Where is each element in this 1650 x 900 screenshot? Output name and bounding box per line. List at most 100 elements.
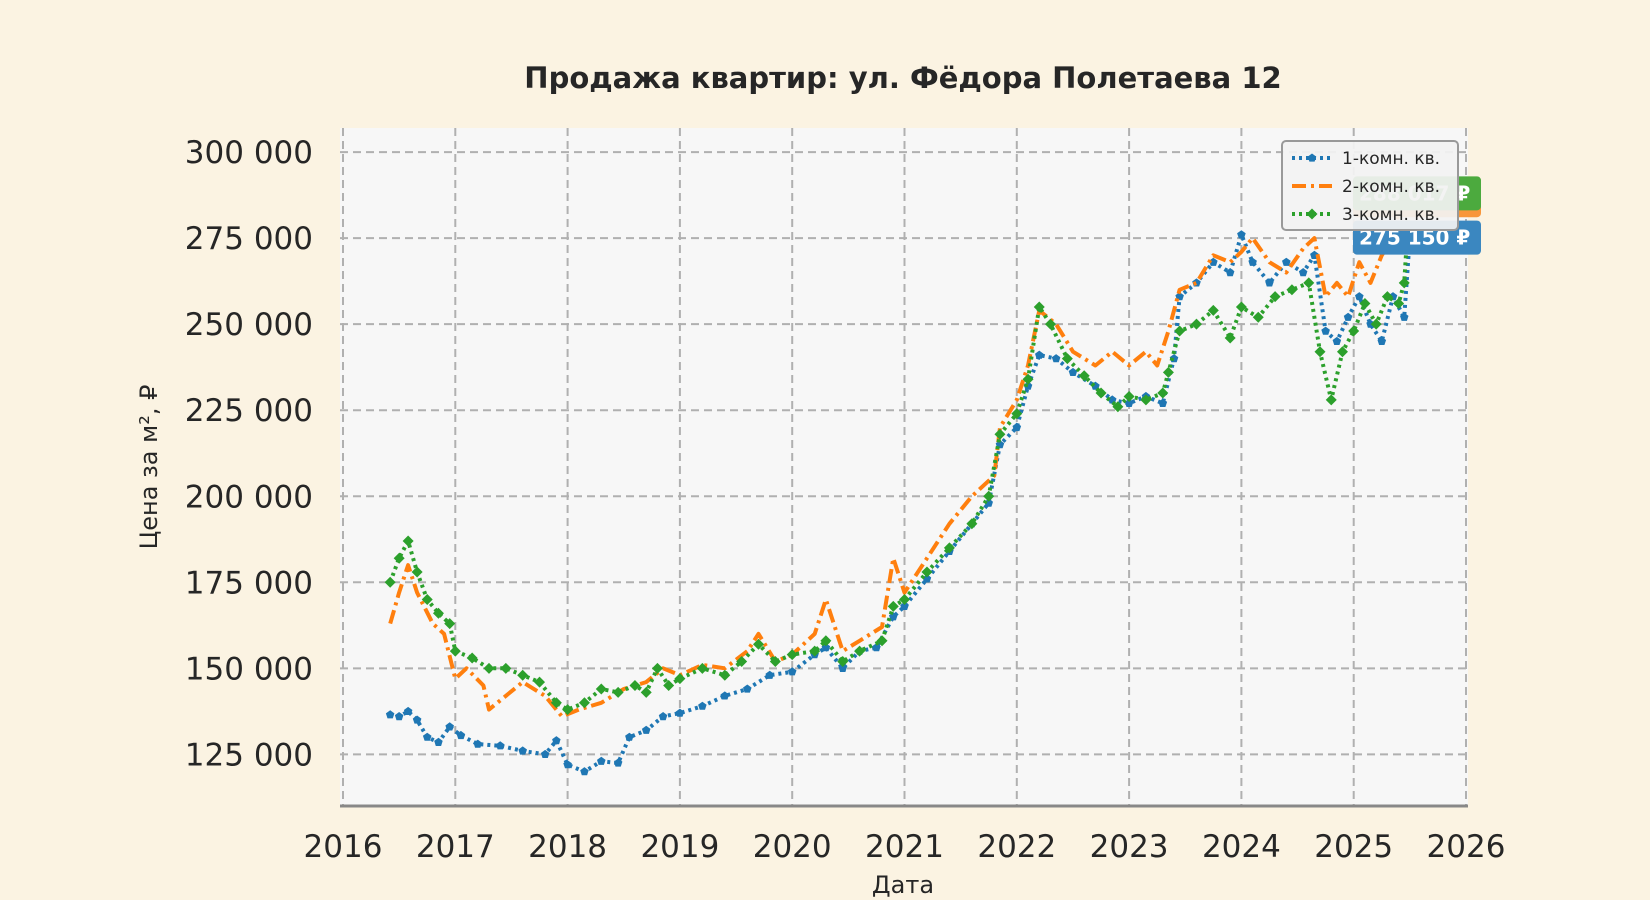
x-tick-label: 2016 <box>304 829 383 865</box>
data-point <box>1332 336 1342 345</box>
x-tick-label: 2021 <box>865 829 944 865</box>
data-point <box>412 715 422 724</box>
data-point <box>1307 153 1317 162</box>
data-point <box>411 566 423 578</box>
data-point <box>719 669 731 681</box>
data-point <box>394 712 404 721</box>
data-point <box>769 655 781 667</box>
data-point <box>1190 318 1202 330</box>
data-point <box>994 428 1006 440</box>
data-point <box>640 686 652 698</box>
data-point <box>1282 257 1291 266</box>
data-point <box>1224 332 1236 344</box>
legend: 1-комн. кв. 2-комн. кв. 3-комн. кв. <box>1281 140 1459 231</box>
data-point <box>1051 354 1061 363</box>
x-tick-label: 2025 <box>1314 829 1393 865</box>
data-point <box>765 670 774 679</box>
data-point <box>1398 277 1410 289</box>
data-point <box>641 725 651 734</box>
data-point <box>540 749 550 758</box>
y-tick-label: 300 000 <box>185 135 313 171</box>
data-point <box>1011 408 1023 420</box>
data-point <box>1225 268 1235 277</box>
data-point <box>921 566 933 578</box>
data-point <box>696 662 708 674</box>
data-point <box>984 498 993 507</box>
data-point <box>698 701 707 710</box>
data-point <box>1175 292 1184 301</box>
data-point <box>1044 318 1056 330</box>
data-point <box>1269 291 1281 303</box>
data-point <box>629 680 641 692</box>
data-point <box>837 655 849 667</box>
x-tick-label: 2020 <box>753 829 832 865</box>
data-point <box>1303 277 1315 289</box>
y-tick-label: 175 000 <box>185 565 313 601</box>
data-point <box>854 645 866 657</box>
data-point <box>1343 312 1353 321</box>
legend-label: 2-комн. кв. <box>1342 177 1440 197</box>
series-1 <box>385 230 1415 776</box>
data-point <box>1306 208 1318 220</box>
y-tick-label: 275 000 <box>185 221 313 257</box>
data-point <box>943 542 955 554</box>
data-point <box>1023 381 1033 390</box>
data-point <box>1377 336 1387 345</box>
legend-item: 2-комн. кв. <box>1292 177 1440 197</box>
data-point <box>456 730 466 740</box>
data-point <box>838 663 847 672</box>
data-point <box>552 736 561 745</box>
data-point <box>1022 373 1034 385</box>
data-point <box>876 635 888 647</box>
x-tick-label: 2018 <box>528 829 607 865</box>
data-point <box>580 767 589 776</box>
data-point <box>403 706 413 715</box>
x-tick-label: 2024 <box>1202 829 1281 865</box>
data-point <box>1112 401 1124 413</box>
data-point <box>466 652 478 664</box>
data-point <box>518 746 527 755</box>
data-point <box>1124 398 1134 407</box>
data-point <box>1393 298 1405 310</box>
data-point <box>899 594 910 606</box>
data-point <box>872 643 881 652</box>
x-axis-label: Дата <box>872 871 934 899</box>
data-point <box>449 645 461 657</box>
data-point <box>434 737 443 746</box>
data-point <box>1370 318 1382 330</box>
data-point <box>1355 292 1364 301</box>
data-point <box>1381 291 1393 303</box>
x-tick-label: 2022 <box>977 829 1056 865</box>
data-point <box>422 732 432 741</box>
x-tick-label: 2023 <box>1090 829 1169 865</box>
data-point <box>922 574 932 583</box>
data-point <box>578 697 590 709</box>
data-point <box>550 697 562 709</box>
chart-title: Продажа квартир: ул. Фёдора Полетаева 12 <box>524 61 1281 95</box>
data-point <box>675 708 685 717</box>
data-point <box>663 680 675 692</box>
data-point <box>612 686 624 698</box>
data-point <box>1162 366 1174 378</box>
data-point <box>483 662 495 674</box>
data-point <box>384 576 396 588</box>
data-point <box>966 518 978 530</box>
series-layer <box>384 184 1416 776</box>
data-point <box>674 673 686 685</box>
data-point <box>385 710 395 719</box>
legend-item: 3-комн. кв. <box>1292 205 1440 225</box>
data-point <box>1123 390 1135 402</box>
data-point <box>1095 387 1107 399</box>
data-point <box>1286 284 1298 296</box>
data-point <box>1078 370 1090 382</box>
data-point <box>1359 298 1371 310</box>
data-point <box>473 739 482 748</box>
data-point <box>393 552 405 564</box>
data-point <box>563 760 572 769</box>
data-point <box>625 732 634 741</box>
data-point <box>1265 278 1274 287</box>
data-point <box>613 758 623 767</box>
data-point <box>983 490 995 502</box>
data-point <box>445 722 454 731</box>
